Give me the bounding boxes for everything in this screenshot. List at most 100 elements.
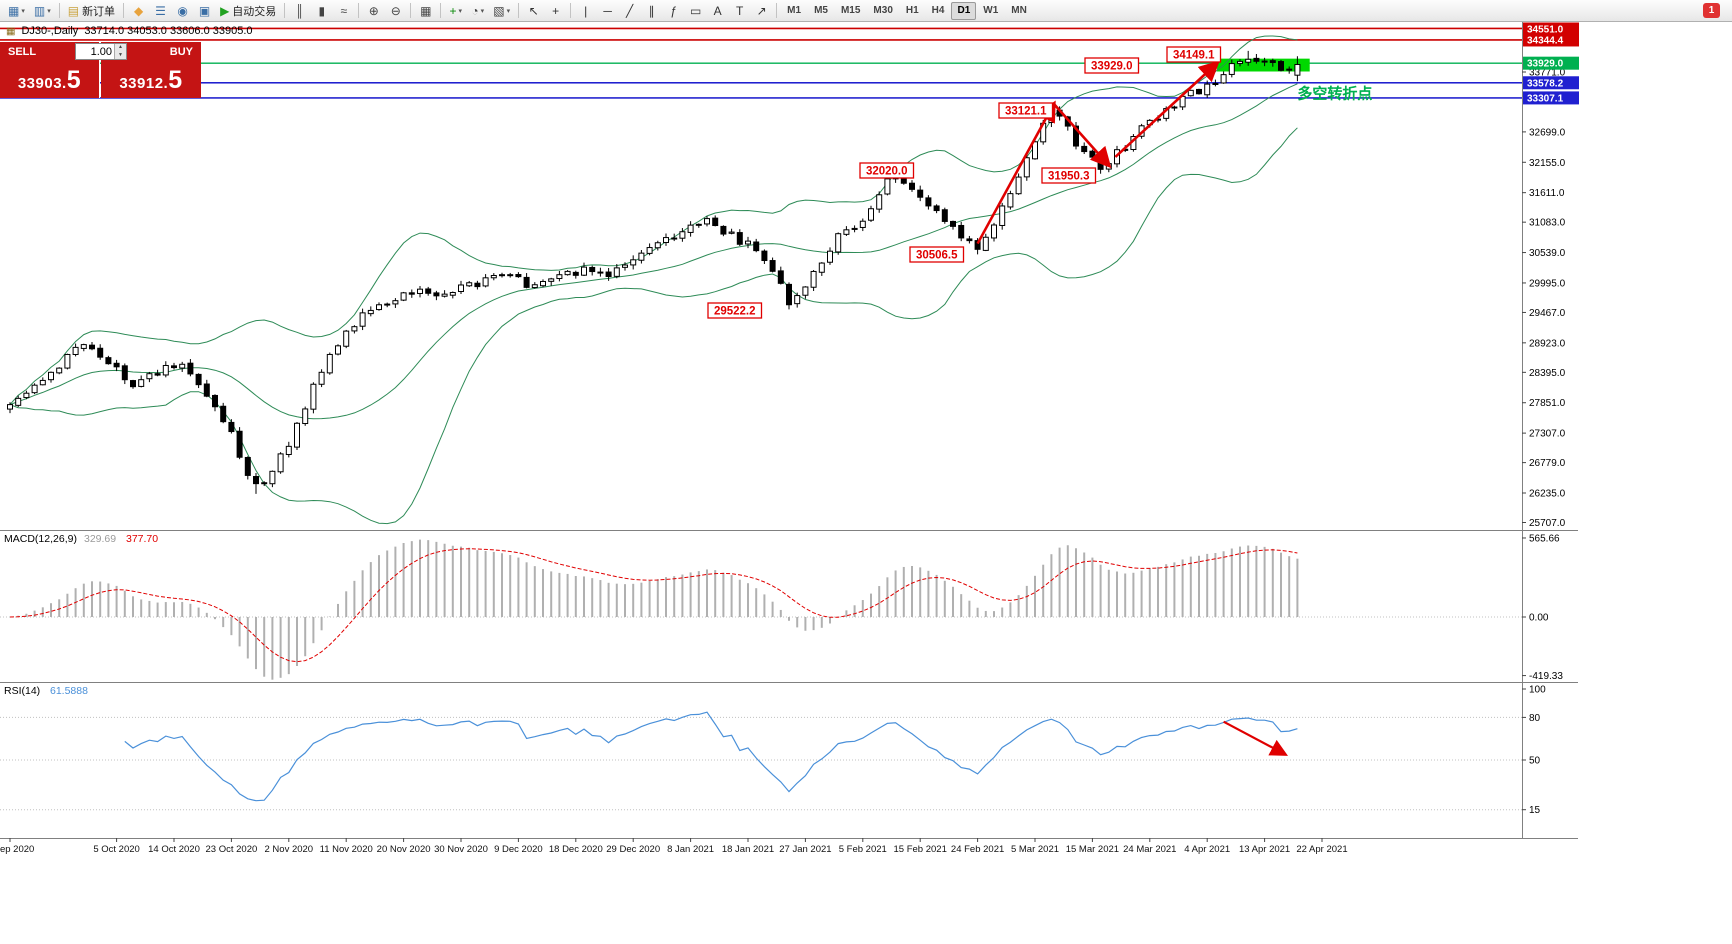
vertical-line-tool-icon: | [584,3,588,18]
metaeditor-button[interactable]: ◆ [128,1,149,20]
svg-text:33121.1: 33121.1 [1005,106,1047,118]
zoom-out-icon: ⊖ [390,3,401,18]
svg-text:20 Nov 2020: 20 Nov 2020 [377,844,431,855]
timeframe-mn-button[interactable]: MN [1011,5,1027,16]
price-marker-29522.2[interactable]: 29522.2 [707,302,763,319]
svg-text:29995.0: 29995.0 [1529,278,1566,289]
chart-canvas[interactable]: 33771.0 32699.0 32155.0 31611.0 31083.0 30539… [0,22,1732,860]
svg-text:32699.0: 32699.0 [1529,127,1566,138]
svg-text:30539.0: 30539.0 [1529,248,1566,259]
templates-icon: ▧ [493,3,505,18]
axis-price-label-34551.0: 34551.0 [1523,22,1579,36]
timeframe-h1-button[interactable]: H1 [905,5,919,16]
price-axis[interactable]: 33771.0 32699.0 32155.0 31611.0 31083.0 30539… [1522,22,1579,817]
zoom-in-button[interactable]: ⊕ [363,1,384,20]
volume-down-icon[interactable]: ▼ [114,51,126,59]
cursor-icon: ↖ [528,3,539,18]
bollinger-lower-band [9,127,1298,525]
shapes-tool-icon: ▭ [689,3,702,18]
svg-text:100: 100 [1529,685,1546,696]
main-toolbar: ▦ ▾ ▥ ▾ ▤ 新订单 ◆ ☰ ◉ ▣ ▶ 自动交易 ║ ▮ ≈ ⊕ ⊖ ▦ + ▾ ◔ ▾ ▧ ▾ ↖ + | ─ ╱ ∥ ƒ ▭ A T ↗… [0,0,1732,22]
metaeditor-icon: ◆ [133,3,144,18]
timeframe-m30-button[interactable]: M30 [873,5,893,16]
fibonacci-tool-icon: ƒ [670,3,677,18]
timeframe-m15-button[interactable]: M15 [840,5,861,16]
trend-arrow-1[interactable] [976,100,1056,245]
time-axis[interactable]: 5 Sep 2020 5 Oct 2020 14 Oct 2020 23 Oct 20… [0,838,1348,855]
volume-up-icon[interactable]: ▲ [114,44,126,52]
sell-label: SELL [8,46,37,58]
new-chart-button[interactable]: ▦ ▾ [4,1,29,20]
volume-field: ▲ ▼ [75,43,127,60]
indicators-button[interactable]: + ▾ [445,1,466,20]
zoom-in-icon: ⊕ [368,3,379,18]
crosshair-button[interactable]: + [545,1,566,20]
navigator-button[interactable]: ◉ [172,1,193,20]
timeframe-m5-button[interactable]: M5 [814,5,828,16]
rsi-arrow[interactable] [1223,720,1289,756]
indicators-caret-icon: ▾ [458,7,463,15]
periods-button[interactable]: ◔ ▾ [467,1,488,20]
price-marker-33929.0[interactable]: 33929.0 [1084,57,1140,74]
bar-chart-mode-button[interactable]: ║ [289,1,310,20]
trendline-tool-button[interactable]: ╱ [619,1,640,20]
terminal-button[interactable]: ▣ [194,1,215,20]
sell-price: 33903.5 [17,66,82,94]
toolbar-separator [570,3,572,18]
panel-separators[interactable] [0,22,1578,839]
svg-text:25707.0: 25707.0 [1529,518,1566,529]
trend-arrow-2[interactable] [1052,103,1112,169]
svg-text:31950.3: 31950.3 [1048,171,1090,183]
notification-badge[interactable]: 1 [1703,3,1720,18]
auto-trading-button[interactable]: ▶ 自动交易 [216,1,280,20]
toolbar-separator [58,3,60,18]
channel-tool-button[interactable]: ∥ [641,1,662,20]
horizontal-line-tool-button[interactable]: ─ [597,1,618,20]
svg-text:33771.0: 33771.0 [1529,68,1566,79]
market-watch-icon: ☰ [155,3,166,18]
timeframe-m1-button[interactable]: M1 [787,5,802,16]
svg-text:15 Feb 2021: 15 Feb 2021 [894,844,947,855]
svg-text:0.00: 0.00 [1529,613,1549,624]
svg-text:14 Oct 2020: 14 Oct 2020 [148,844,200,855]
svg-text:24 Feb 2021: 24 Feb 2021 [951,844,1004,855]
text-tool-button[interactable]: A [707,1,728,20]
price-marker-32020.0[interactable]: 32020.0 [859,162,915,179]
templates-button[interactable]: ▧ ▾ [489,1,514,20]
cursor-button[interactable]: ↖ [523,1,544,20]
arrows-tool-button[interactable]: ↗ [751,1,772,20]
price-marker-30506.5[interactable]: 30506.5 [909,246,965,263]
volume-input[interactable] [76,44,114,59]
svg-text:MACD(12,26,9): MACD(12,26,9) [4,533,77,545]
fibonacci-tool-button[interactable]: ƒ [663,1,684,20]
timeframe-d1-button[interactable]: D1 [951,1,977,20]
tile-windows-button[interactable]: ▦ [415,1,436,20]
price-marker-34149.1[interactable]: 34149.1 [1166,46,1222,63]
turning-point-label[interactable]: 多空转折点 [1297,84,1372,102]
price-marker-31950.3[interactable]: 31950.3 [1041,167,1097,184]
profiles-button[interactable]: ▥ ▾ [30,1,55,20]
new-chart-icon: ▦ [8,3,20,18]
channel-tool-icon: ∥ [648,3,655,18]
zoom-out-button[interactable]: ⊖ [385,1,406,20]
shapes-tool-button[interactable]: ▭ [685,1,706,20]
new-order-button[interactable]: ▤ 新订单 [64,1,119,20]
svg-text:15 Mar 2021: 15 Mar 2021 [1066,844,1119,855]
trend-arrow-3[interactable] [1114,60,1220,158]
volume-spinner[interactable]: ▲ ▼ [114,44,126,59]
svg-text:33929.0: 33929.0 [1527,59,1564,70]
line-chart-mode-icon: ≈ [340,3,348,18]
price-marker-33121.1[interactable]: 33121.1 [998,102,1054,119]
label-tool-button[interactable]: T [729,1,750,20]
bar-chart-mode-icon: ║ [295,3,305,18]
timeframe-h4-button[interactable]: H4 [931,5,945,16]
vertical-line-tool-button[interactable]: | [575,1,596,20]
market-watch-button[interactable]: ☰ [150,1,171,20]
svg-text:RSI(14): RSI(14) [4,685,40,697]
candlestick-mode-button[interactable]: ▮ [311,1,332,20]
timeframe-w1-button[interactable]: W1 [983,5,999,16]
svg-text:34149.1: 34149.1 [1173,50,1215,62]
svg-text:29467.0: 29467.0 [1529,308,1566,319]
line-chart-mode-button[interactable]: ≈ [333,1,354,20]
svg-text:80: 80 [1529,713,1541,724]
